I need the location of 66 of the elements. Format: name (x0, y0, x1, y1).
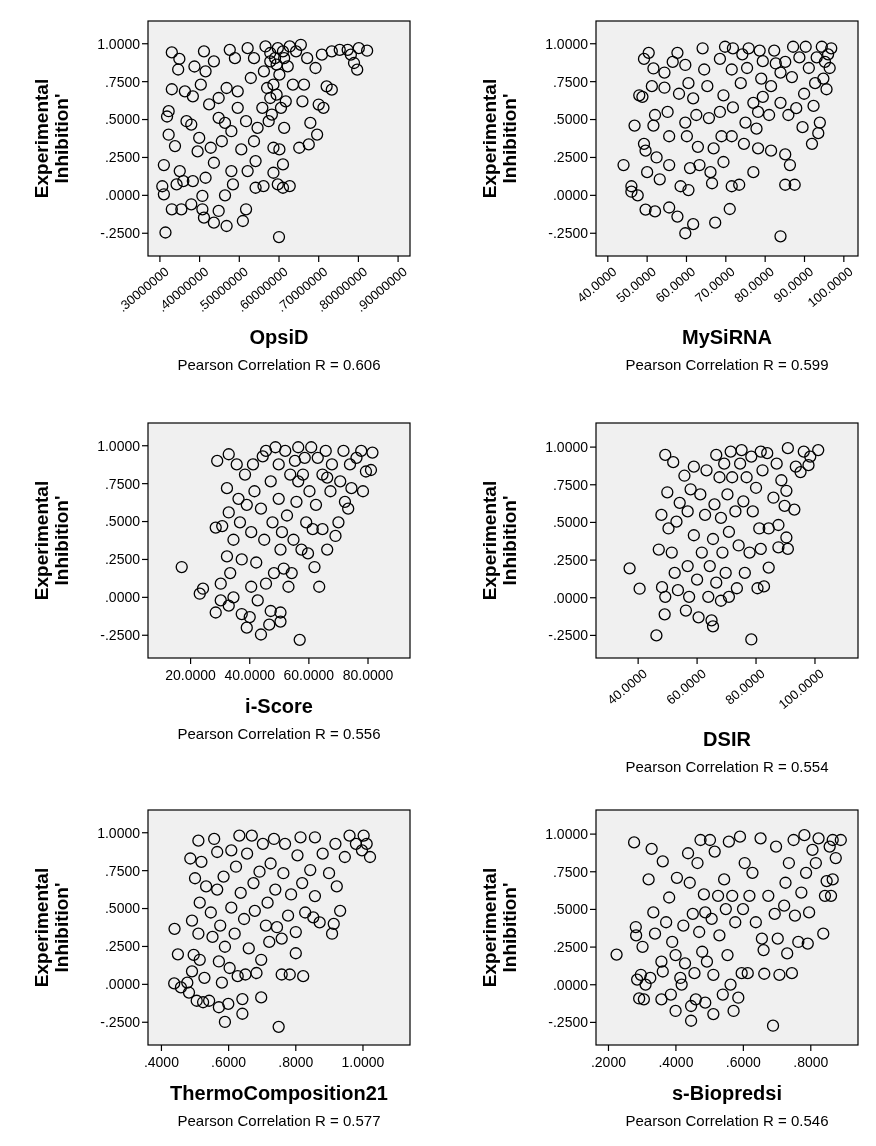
text: Pearson Correlation R = 0.606 (177, 356, 381, 373)
y-tick-label: 1.0000 (97, 35, 141, 52)
y-tick-label: -.2500 (100, 225, 141, 242)
y-axis-title: Experimental Inhibition' (31, 867, 72, 988)
x-tick-label: .6000 (725, 1054, 762, 1070)
y-tick-label: -.2500 (100, 1014, 141, 1031)
x-axis-title: ThermoComposition21 (170, 1082, 388, 1104)
y-tick-label: .5000 (104, 513, 141, 530)
y-tick-label: .7500 (104, 475, 141, 492)
y-tick-label: -.2500 (548, 627, 589, 644)
text: Pearson Correlation R = 0.554 (625, 758, 829, 775)
y-tick-label: .2500 (552, 149, 589, 166)
x-axis-title: i-Score (245, 695, 313, 717)
y-tick-label: .2500 (104, 938, 141, 955)
y-tick-label: 1.0000 (545, 439, 589, 455)
y-tick-label: .7500 (552, 73, 589, 90)
y-tick-label: .5000 (104, 111, 141, 128)
y-tick-label: -.2500 (100, 627, 141, 644)
x-tick-label: 40.0000 (224, 667, 276, 683)
y-tick-label: .5000 (104, 900, 141, 917)
y-tick-label: .0000 (552, 976, 589, 993)
y-axis-title: Experimental Inhibition' (479, 480, 520, 601)
x-tick-label: .8000 (793, 1054, 829, 1070)
y-tick-label: 1.0000 (545, 35, 589, 52)
y-tick-label: -.2500 (548, 225, 589, 242)
y-tick-label: .2500 (552, 938, 589, 955)
y-tick-label: .0000 (104, 589, 141, 606)
y-tick-label: .0000 (552, 589, 589, 606)
y-tick-label: .7500 (552, 476, 589, 493)
text: Pearson Correlation R = 0.546 (625, 1112, 829, 1129)
x-tick-label: .4000 (143, 1054, 180, 1070)
text: Pearson Correlation R = 0.556 (177, 725, 381, 742)
y-tick-label: .0000 (552, 187, 589, 204)
y-axis-title: Experimental Inhibition' (31, 78, 72, 199)
y-tick-label: .7500 (104, 862, 141, 879)
y-axis-title: Experimental Inhibition' (31, 480, 72, 601)
y-tick-label: .7500 (552, 863, 589, 880)
x-tick-label: 20.0000 (165, 667, 217, 683)
x-tick-label: .2000 (590, 1054, 627, 1070)
y-tick-label: 1.0000 (97, 824, 141, 841)
y-tick-label: .2500 (552, 551, 589, 568)
y-tick-label: .2500 (104, 551, 141, 568)
x-tick-label: .8000 (278, 1054, 314, 1070)
y-tick-label: .5000 (552, 901, 589, 918)
x-axis-title: DSIR (703, 728, 752, 750)
text: Pearson Correlation R = 0.599 (625, 356, 829, 373)
y-tick-label: 1.0000 (545, 826, 589, 842)
y-tick-label: -.2500 (548, 1014, 589, 1031)
x-axis-title: s-Biopredsi (671, 1082, 783, 1104)
y-tick-label: .2500 (104, 149, 141, 166)
x-axis-title: MySiRNA (681, 326, 773, 348)
y-tick-label: .7500 (104, 73, 141, 90)
y-axis-title: Experimental Inhibition' (479, 78, 520, 199)
x-tick-label: 1.0000 (341, 1054, 385, 1070)
y-tick-label: .5000 (552, 514, 589, 531)
x-tick-label: .6000 (211, 1054, 247, 1070)
y-tick-label: 1.0000 (97, 437, 141, 454)
y-tick-label: .5000 (552, 111, 589, 128)
y-tick-label: .0000 (104, 187, 141, 204)
text: Pearson Correlation R = 0.577 (177, 1112, 381, 1129)
x-tick-label: 60.0000 (283, 667, 335, 683)
x-tick-label: .4000 (658, 1054, 694, 1070)
x-tick-label: 80.0000 (342, 667, 394, 683)
y-axis-title: Experimental Inhibition' (479, 867, 520, 988)
y-tick-label: .0000 (104, 976, 141, 993)
x-axis-title: OpsiD (249, 326, 309, 348)
